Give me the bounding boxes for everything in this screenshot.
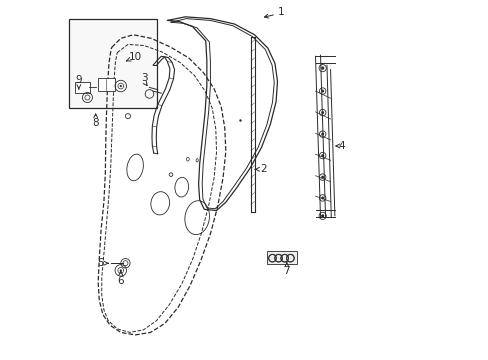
FancyBboxPatch shape — [74, 82, 89, 93]
Text: 3: 3 — [141, 73, 148, 83]
Circle shape — [120, 85, 122, 87]
Text: 8: 8 — [92, 118, 99, 128]
Circle shape — [321, 90, 324, 93]
Text: 2: 2 — [259, 164, 266, 174]
Text: 10: 10 — [128, 52, 142, 62]
FancyBboxPatch shape — [266, 251, 296, 264]
Circle shape — [321, 132, 324, 136]
Circle shape — [321, 67, 324, 70]
Circle shape — [321, 176, 324, 179]
Circle shape — [321, 197, 324, 199]
Text: 4: 4 — [338, 141, 345, 151]
Text: 1: 1 — [277, 7, 284, 17]
Text: 6: 6 — [117, 276, 124, 286]
Text: 9: 9 — [75, 75, 82, 85]
Text: 5: 5 — [97, 258, 103, 268]
Text: 7: 7 — [283, 266, 289, 276]
Circle shape — [120, 269, 122, 271]
Circle shape — [321, 214, 324, 217]
Circle shape — [321, 154, 324, 157]
Circle shape — [321, 111, 324, 114]
FancyBboxPatch shape — [69, 19, 156, 108]
FancyBboxPatch shape — [98, 78, 115, 91]
